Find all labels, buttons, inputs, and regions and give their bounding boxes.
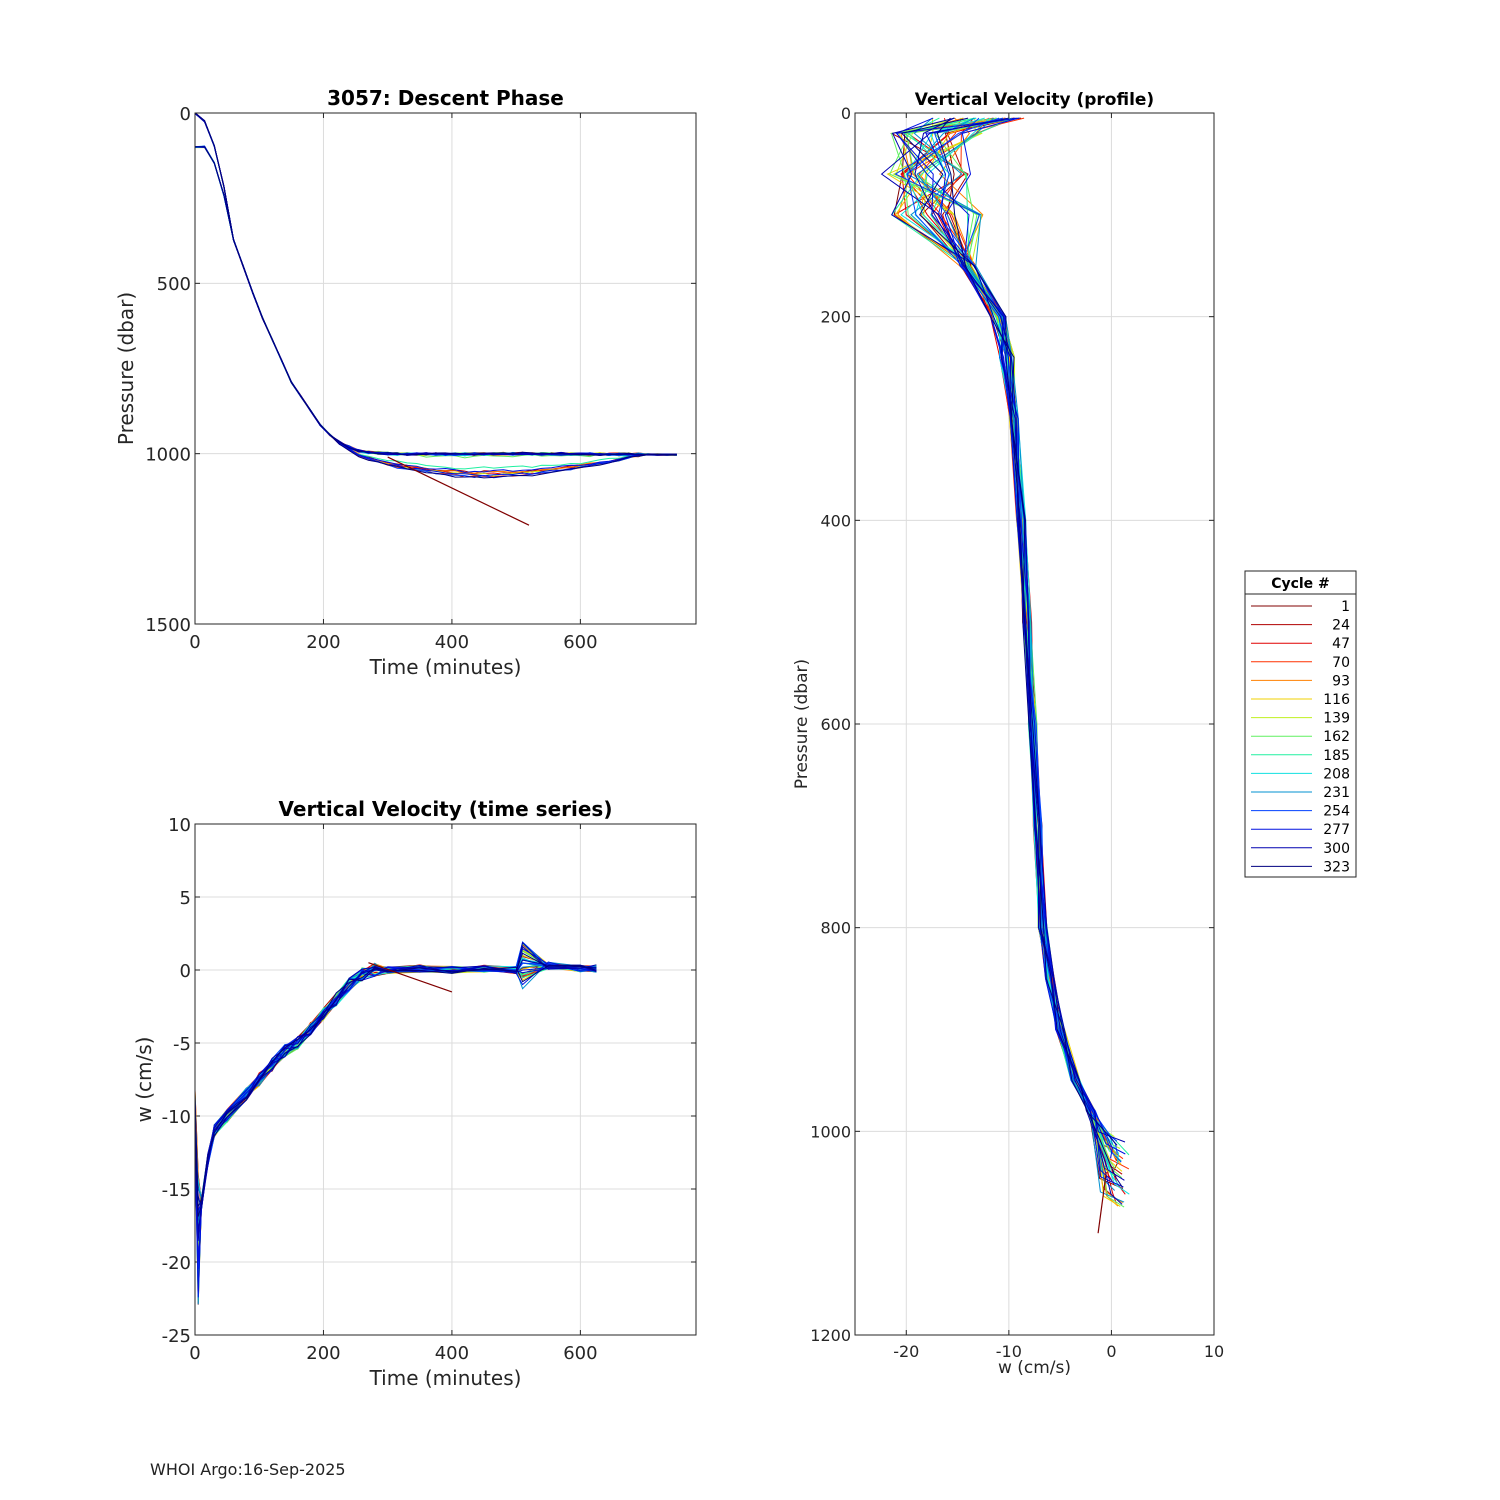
legend-label: 93 <box>1332 673 1350 689</box>
y-tick-label: 1200 <box>810 1326 851 1345</box>
x-tick-label: 0 <box>189 1343 200 1364</box>
y-tick-label: 500 <box>157 274 191 295</box>
x-tick-label: 10 <box>1204 1342 1224 1361</box>
outlier-line <box>368 962 453 993</box>
x-tick-label: 200 <box>306 632 340 653</box>
y-tick-label: -10 <box>162 1107 191 1128</box>
x-tick-label: -20 <box>893 1342 919 1361</box>
x-axis-label: Time (minutes) <box>369 1366 522 1390</box>
cycle-series-line <box>195 113 677 456</box>
axes-frame <box>194 823 697 1336</box>
y-tick-label: 0 <box>841 104 851 123</box>
outlier-line <box>1097 1171 1107 1234</box>
y-tick-label: 1000 <box>810 1122 851 1141</box>
series-lines <box>195 113 677 526</box>
y-tick-label: 10 <box>168 815 191 836</box>
y-tick-label: -5 <box>173 1034 191 1055</box>
legend-label: 277 <box>1323 822 1350 838</box>
cycle-series-line <box>936 117 1118 1146</box>
cycle-series-line <box>914 117 1123 1205</box>
x-axis-label: w (cm/s) <box>998 1358 1071 1378</box>
x-tick-label: 600 <box>563 632 597 653</box>
cycle-series-line <box>195 952 597 1217</box>
descent-phase-chart: 0 200 400 600 0 500 1000 1500 3057: Descent Phas… <box>114 86 697 679</box>
y-tick-label: 400 <box>820 511 851 530</box>
y-tick-label: 0 <box>180 104 191 125</box>
legend-title: Cycle # <box>1271 576 1330 592</box>
y-tick-label: 600 <box>820 715 851 734</box>
outlier-line <box>387 456 530 526</box>
series-lines <box>880 117 1130 1234</box>
y-tick-label: 1500 <box>145 615 191 636</box>
x-tick-label: 400 <box>435 1343 469 1364</box>
plot-area <box>195 113 696 624</box>
y-tick-label: 5 <box>180 888 191 909</box>
axes-frame <box>854 112 1215 1336</box>
y-tick-label: -25 <box>162 1326 191 1347</box>
x-axis-label: Time (minutes) <box>369 655 522 679</box>
cycle-series-line <box>895 117 1124 1188</box>
x-tick-label: 600 <box>563 1343 597 1364</box>
y-tick-label: 200 <box>820 308 851 327</box>
y-tick-label: 1000 <box>145 445 191 466</box>
chart-title: Vertical Velocity (time series) <box>279 797 613 821</box>
legend-label: 139 <box>1323 711 1350 727</box>
velocity-time-series-chart: 0 200 400 600 -25 -20 -15 -10 -5 0 5 10 Vertical Vel… <box>132 797 697 1390</box>
legend-label: 231 <box>1323 785 1350 801</box>
legend-label: 47 <box>1332 636 1350 652</box>
legend-label: 162 <box>1323 729 1350 745</box>
plot-area <box>195 824 696 1335</box>
legend-label: 300 <box>1323 841 1350 857</box>
legend-label: 24 <box>1332 618 1350 634</box>
y-tick-label: -15 <box>162 1180 191 1201</box>
legend-label: 254 <box>1323 804 1350 820</box>
x-tick-label: 400 <box>435 632 469 653</box>
legend-label: 116 <box>1323 692 1350 708</box>
legend-label: 323 <box>1323 859 1350 875</box>
chart-title: 3057: Descent Phase <box>327 86 564 110</box>
x-tick-label: 200 <box>306 1343 340 1364</box>
cycle-series-line <box>900 117 1124 1188</box>
cycle-legend: Cycle # 1 24 47 70 93 116 139 162 185 208 231 254 277… <box>1244 570 1357 878</box>
footer-credit: WHOI Argo:16-Sep-2025 <box>150 1460 346 1479</box>
legend-label: 70 <box>1332 655 1350 671</box>
x-tick-label: 0 <box>1106 1342 1116 1361</box>
series-lines <box>195 941 597 1305</box>
y-tick-label: -20 <box>162 1253 191 1274</box>
axes-frame <box>194 112 697 625</box>
legend-label: 185 <box>1323 748 1350 764</box>
cycle-series-line <box>195 964 597 1207</box>
x-tick-label: 0 <box>189 632 200 653</box>
chart-title: Vertical Velocity (profile) <box>915 90 1154 110</box>
y-axis-label: Pressure (dbar) <box>114 292 138 445</box>
x-tick-label: -10 <box>996 1342 1022 1361</box>
y-axis-label: Pressure (dbar) <box>792 659 812 789</box>
y-tick-label: 0 <box>180 961 191 982</box>
y-axis-label: w (cm/s) <box>132 1037 156 1123</box>
legend-label: 1 <box>1341 599 1350 615</box>
legend-label: 208 <box>1323 766 1350 782</box>
legend-box <box>1244 570 1357 878</box>
y-tick-label: 800 <box>820 919 851 938</box>
